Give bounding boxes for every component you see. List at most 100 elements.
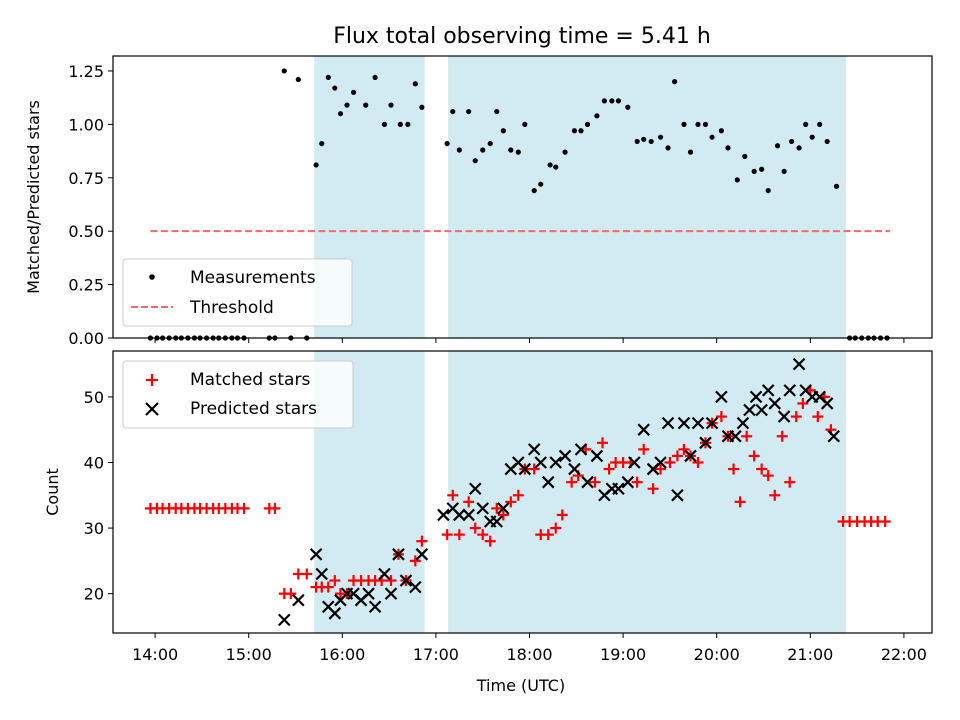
matched-star-point xyxy=(664,456,676,468)
predicted-star-point xyxy=(684,449,697,463)
measurement-point xyxy=(466,108,472,115)
y-tick-label: 30 xyxy=(84,519,104,538)
predicted-star-point xyxy=(743,403,756,417)
matched-star-point xyxy=(589,476,601,488)
matched-star-point xyxy=(769,489,781,501)
y-tick-label: 0.50 xyxy=(68,222,104,241)
chart-title: Flux total observing time = 5.41 h xyxy=(333,24,711,49)
matched-star-point xyxy=(756,463,768,475)
legend-predicted-marker xyxy=(145,402,159,416)
measurement-point xyxy=(584,121,591,127)
predicted-star-point xyxy=(549,456,563,469)
count-legend: Matched stars Predicted stars xyxy=(122,360,354,429)
measurement-point xyxy=(487,140,493,147)
measurement-point xyxy=(381,121,388,127)
measurement-point xyxy=(634,138,640,145)
y-axis-label-count: Count xyxy=(43,468,62,516)
predicted-star-point xyxy=(671,489,684,502)
measurement-point xyxy=(657,134,664,140)
measurement-point xyxy=(412,81,418,87)
measurement-point xyxy=(547,162,553,168)
measurement-point xyxy=(571,128,578,134)
matched-star-point xyxy=(269,502,281,514)
measurement-point xyxy=(672,79,678,85)
measurement-point xyxy=(641,136,647,142)
predicted-star-point xyxy=(621,475,635,489)
matched-star-point xyxy=(603,463,615,475)
predicted-star-point xyxy=(590,449,604,463)
matched-star-point xyxy=(512,489,524,501)
matched-star-point xyxy=(497,509,509,521)
matched-star-point xyxy=(238,502,250,514)
measurement-point xyxy=(824,138,830,145)
predicted-star-point xyxy=(637,423,650,436)
measurement-point xyxy=(681,121,687,127)
measurement-point xyxy=(313,162,319,168)
predicted-star-point xyxy=(612,482,625,495)
star-count-points xyxy=(144,357,891,627)
measurement-point xyxy=(480,147,486,153)
matched-star-point xyxy=(762,470,774,482)
legend-measurements-label: Measurements xyxy=(190,268,316,288)
x-tick-label: 17:00 xyxy=(413,645,459,664)
measurement-point xyxy=(363,102,369,108)
y-axis-label-ratio: Matched/Predicted stars xyxy=(24,100,43,294)
predicted-star-point xyxy=(378,567,391,581)
ratio-axes: 0.00 0.25 0.50 0.75 1.00 1.25 xyxy=(68,55,933,348)
legend-box xyxy=(122,258,353,327)
measurement-point xyxy=(500,128,506,134)
matched-star-point xyxy=(741,430,753,442)
predicted-star-point xyxy=(278,613,291,627)
predicted-star-point xyxy=(541,475,555,489)
matched-star-point xyxy=(728,463,740,475)
measurement-point xyxy=(562,149,568,155)
axes-frame xyxy=(112,350,933,634)
measurement-point xyxy=(281,68,287,74)
predicted-star-point xyxy=(328,607,342,620)
y-tick-label: 50 xyxy=(84,388,104,407)
predicted-star-point xyxy=(315,567,329,581)
matched-star-point xyxy=(285,588,297,600)
measurement-point xyxy=(295,76,301,83)
legend-matched-label: Matched stars xyxy=(190,370,310,390)
x-tick-label: 21:00 xyxy=(787,645,833,664)
predicted-star-point xyxy=(409,580,422,594)
ratio-panel: 0.00 0.25 0.50 0.75 1.00 1.25 Matched/Predict… xyxy=(24,55,933,348)
predicted-star-point xyxy=(292,593,305,607)
measurement-point xyxy=(508,147,514,153)
measurement-point xyxy=(319,140,325,147)
measurement-point xyxy=(419,104,425,110)
matched-star-point xyxy=(463,496,475,508)
matched-star-point xyxy=(655,463,667,475)
predicted-star-point xyxy=(497,502,510,515)
matched-star-point xyxy=(550,522,562,534)
matched-star-point xyxy=(447,489,459,501)
predicted-star-point xyxy=(761,384,775,397)
x-tick-label: 16:00 xyxy=(319,645,365,664)
measurement-point xyxy=(444,140,450,147)
x-tick-label: 19:00 xyxy=(600,645,646,664)
measurement-point xyxy=(789,138,795,145)
measurement-point xyxy=(648,138,654,145)
y-tick-label: 20 xyxy=(84,585,104,604)
matched-star-point xyxy=(416,535,428,547)
x-tick-label: 22:00 xyxy=(881,645,927,664)
matched-star-point xyxy=(671,450,683,462)
y-tick-label: 0.75 xyxy=(68,169,104,188)
predicted-star-point xyxy=(574,443,588,456)
y-tick-label: 40 xyxy=(84,453,104,472)
measurement-point xyxy=(405,121,411,127)
measurement-point xyxy=(515,149,521,155)
measurement-point xyxy=(337,111,344,117)
matched-star-point xyxy=(631,476,643,488)
measurement-point xyxy=(625,104,631,110)
matched-star-point xyxy=(692,456,704,468)
matched-star-point xyxy=(797,397,809,409)
y-tick-label: 0.25 xyxy=(68,276,104,295)
measurement-point xyxy=(718,128,725,134)
observing-bands xyxy=(314,56,846,338)
x-tick-label: 14:00 xyxy=(132,645,178,664)
measurement-point xyxy=(687,149,694,155)
measurement-point xyxy=(472,158,478,164)
